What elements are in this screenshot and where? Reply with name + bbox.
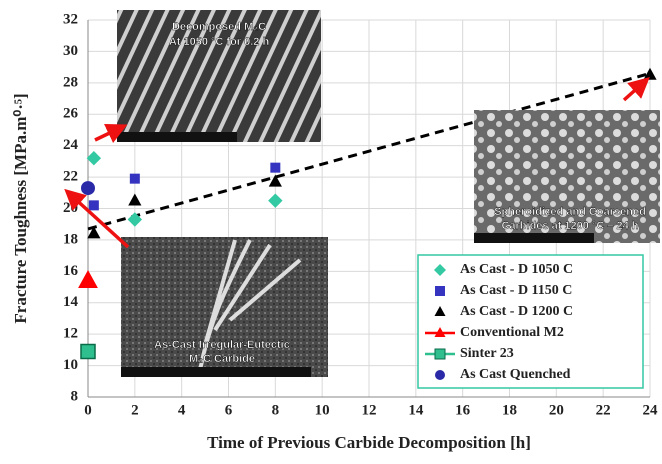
trend-line: [87, 71, 651, 231]
micrograph: [121, 237, 328, 377]
inset-caption: Carbides at 1200 °C – 24 h: [501, 220, 638, 232]
x-tick-label: 8: [272, 402, 280, 418]
point: [81, 181, 95, 196]
micrograph-detail: [198, 239, 302, 371]
y-tick-label: 30: [63, 43, 78, 59]
x-tick-label: 4: [178, 402, 186, 418]
inset-caption: Decomposed M₂C: [172, 21, 266, 33]
y-tick-label: 32: [63, 11, 78, 27]
point: [268, 193, 283, 208]
inset-caption: Spheroidized and Coarsened: [494, 206, 646, 218]
point: [643, 67, 657, 80]
legend-label: Conventional M2: [460, 325, 564, 340]
micrograph: [117, 10, 321, 142]
point: [270, 162, 281, 173]
scale-bar: [121, 367, 311, 377]
point: [129, 173, 140, 184]
x-tick-label: 24: [643, 402, 659, 418]
x-tick-label: 16: [455, 402, 471, 418]
legend-marker: [434, 327, 446, 337]
insets: Decomposed M₂C At 1050 °C for 0.2 h Sphe…: [64, 10, 660, 377]
x-tick-label: 14: [408, 402, 424, 418]
x-tick-label: 12: [362, 402, 377, 418]
legend-marker: [435, 286, 445, 296]
legend-label: As Cast - D 1050 C: [460, 262, 573, 277]
x-tick-label: 6: [225, 402, 233, 418]
arrow: [622, 77, 650, 102]
y-tick-label: 28: [63, 74, 78, 90]
legend-marker: [434, 348, 446, 360]
scale-bar: [474, 233, 594, 243]
legend-marker: [435, 370, 445, 380]
y-tick-label: 16: [63, 263, 79, 279]
inset-caption: As-Cast Irregular-Eutectic: [154, 339, 290, 351]
y-tick-label: 12: [63, 326, 78, 342]
point: [80, 343, 96, 360]
scale-bar: [117, 132, 237, 142]
point: [127, 212, 143, 227]
y-tick-label: 20: [63, 200, 78, 216]
x-tick-label: 10: [315, 402, 330, 418]
legend-label: Sinter 23: [460, 346, 514, 361]
y-tick-label: 8: [71, 388, 79, 404]
y-tick-label: 22: [63, 169, 78, 185]
arrow: [64, 188, 130, 249]
x-tick-label: 0: [84, 402, 92, 418]
point: [78, 269, 98, 288]
legend-marker: [434, 264, 446, 276]
arrow: [94, 124, 128, 144]
micrograph: [474, 110, 660, 243]
x-axis-label: Time of Previous Carbide Decomposition […: [207, 433, 531, 452]
point: [86, 151, 102, 166]
y-tick-label: 14: [63, 294, 79, 310]
y-tick-label: 26: [63, 106, 79, 122]
y-tick-label: 24: [63, 137, 79, 153]
legend-box: [417, 254, 644, 389]
point: [268, 174, 282, 187]
x-tick-label: 22: [596, 402, 611, 418]
legend-label: As Cast - D 1150 C: [460, 283, 572, 298]
inset-caption: M₂C Carbide: [189, 353, 255, 365]
x-tick-label: 2: [131, 402, 139, 418]
legend-label: As Cast Quenched: [460, 367, 571, 382]
inset-caption: At 1050 °C for 0.2 h: [169, 36, 270, 48]
legend-label: As Cast - D 1200 C: [460, 304, 573, 319]
y-tick-label: 10: [63, 357, 78, 373]
x-tick-label: 20: [549, 402, 564, 418]
legend-marker: [434, 306, 446, 316]
point: [88, 200, 99, 211]
y-tick-label: 18: [63, 231, 78, 247]
x-tick-label: 18: [502, 402, 517, 418]
point: [87, 226, 101, 239]
y-axis-label: Fracture Toughness [MPa.m⁰·⁵]: [11, 93, 30, 323]
point: [128, 193, 142, 206]
